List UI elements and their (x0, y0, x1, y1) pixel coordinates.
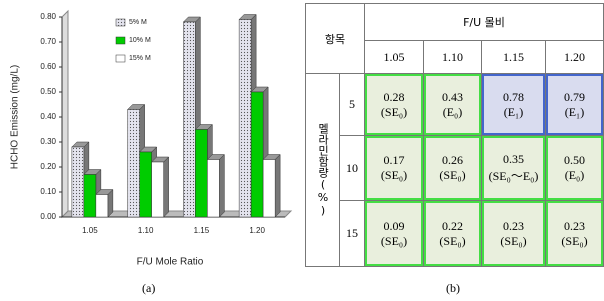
bar (262, 159, 276, 218)
table-cell: 0.26 (SE₀) (423, 135, 482, 201)
legend-swatch (115, 36, 126, 45)
cell-grade: (SE₀～E₀) (488, 169, 539, 183)
legend-label: 5% M (129, 19, 147, 26)
data-row: 10 0.17 (SE₀) 0.26 (SE₀) 0.35 (SE₀～E₀) 0.50 (E₀) (306, 135, 604, 201)
x-tick-label: 1.10 (138, 226, 154, 235)
column-header: 1.05 (364, 40, 424, 74)
row-group-label: 멜라민함량(%) (316, 123, 330, 217)
y-tick-label: 0.30 (40, 137, 56, 146)
cell-value: 0.78 (503, 89, 524, 104)
cell-grade: (E₁) (564, 104, 585, 119)
header-row: 1.05 1.10 1.15 1.20 (306, 40, 604, 74)
cell-grade: (E₁) (503, 104, 524, 119)
bar-texture (239, 19, 252, 217)
row-header: 10 (339, 135, 365, 201)
data-row: 15 0.09 (SE₀) 0.22 (SE₀) 0.23 (SE₀) 0.23 (SE₀) (306, 200, 604, 267)
cell-value: 0.22 (442, 218, 463, 233)
side-wall (61, 9, 69, 219)
cell-grade: (SE₀) (500, 233, 527, 248)
y-tick-label: 0.20 (40, 162, 56, 171)
table-cell: 0.35 (SE₀～E₀) (481, 135, 546, 201)
y-tick-label: 0.60 (40, 62, 56, 71)
bar (139, 151, 152, 218)
group-header: F/U 몰비 (364, 3, 604, 41)
y-tick-label: 0.10 (40, 187, 56, 196)
bar-texture (183, 22, 196, 217)
x-axis-label: F/U Mole Ratio (137, 257, 204, 268)
cell-grade: (SE₀) (380, 104, 408, 119)
cell-value: 0.43 (442, 89, 463, 104)
table-cell: 0.17 (SE₀) (364, 135, 424, 201)
row-header: 5 (339, 73, 365, 136)
legend-swatch (115, 54, 126, 63)
cell-value: 0.09 (383, 218, 405, 233)
legend-label: 10% M (129, 37, 151, 44)
cell-grade: (SE₀) (439, 233, 466, 248)
cell-value: 0.50 (564, 153, 585, 167)
table-cell: 0.23 (SE₀) (481, 200, 546, 267)
table-cell: 0.78 (E₁) (481, 73, 546, 136)
cell-grade: (SE₀) (380, 233, 408, 248)
table-cell: 0.43 (E₀) (423, 73, 482, 136)
caption: (b) (446, 281, 460, 295)
cell-value: 0.17 (383, 153, 405, 167)
cell-value: 0.35 (503, 152, 524, 166)
corner-cell: 항목 (305, 3, 365, 74)
bar (151, 161, 164, 218)
cell-grade: (SE₀) (380, 168, 408, 182)
table-cell: 0.50 (E₀) (545, 135, 604, 201)
x-tick-label: 1.20 (249, 226, 265, 235)
bar-texture (127, 109, 140, 217)
cell-grade: (SE₀) (561, 233, 588, 248)
y-tick-label: 0.50 (40, 87, 56, 96)
y-tick-label: 0.80 (40, 12, 56, 21)
column-header: 1.20 (545, 40, 604, 74)
cell-value: 0.23 (503, 218, 524, 233)
table-cell: 0.09 (SE₀) (364, 200, 424, 267)
row-header: 15 (339, 200, 365, 267)
table: 항목 F/U 몰비 1.05 1.10 1.15 1.20 멜라민함량(%) 5 0.28 (SE… (305, 3, 604, 267)
y-axis-label: HCHO Emission (mg/L) (10, 65, 21, 169)
cell-grade: (E₀) (442, 104, 463, 119)
cell-grade: (SE₀) (439, 168, 466, 182)
row-group-header: 멜라민함량(%) (305, 73, 340, 267)
bar-side (163, 156, 169, 218)
cell-value: 0.28 (383, 89, 405, 104)
bar (83, 174, 97, 218)
data-row: 멜라민함량(%) 5 0.28 (SE₀) 0.43 (E₀) 0.78 (E₁) 0.79 (E… (305, 73, 604, 267)
bar (207, 159, 220, 218)
table-cell: 0.28 (SE₀) (364, 73, 424, 136)
table-cell: 0.22 (SE₀) (423, 200, 482, 267)
table-cell: 0.79 (E₁) (545, 73, 604, 136)
y-tick-label: 0.70 (40, 37, 56, 46)
bar (195, 129, 208, 218)
column-header: 1.15 (481, 40, 546, 74)
x-tick-label: 1.15 (194, 226, 210, 235)
cell-grade: (E₀) (564, 168, 585, 182)
bar-side (274, 153, 281, 218)
bar (95, 194, 109, 218)
x-tick-label: 1.05 (82, 226, 98, 235)
cell-value: 0.26 (442, 153, 463, 167)
y-tick-label: 0.40 (40, 112, 56, 121)
cell-value: 0.79 (564, 89, 585, 104)
bar-texture (71, 147, 84, 217)
bar-side (219, 153, 225, 218)
header-row: 항목 F/U 몰비 (305, 3, 604, 74)
y-tick-label: 0.00 (40, 212, 56, 221)
cell-value: 0.23 (564, 218, 585, 233)
column-header: 1.10 (423, 40, 482, 74)
legend-texture (116, 19, 125, 26)
caption: (a) (142, 281, 156, 295)
chart: HCHO Emission (mg/L) F/U Mole Ratio 0.00… (10, 9, 293, 268)
bar (250, 91, 264, 218)
table-cell: 0.23 (SE₀) (545, 200, 604, 267)
legend-label: 15% M (129, 55, 151, 62)
